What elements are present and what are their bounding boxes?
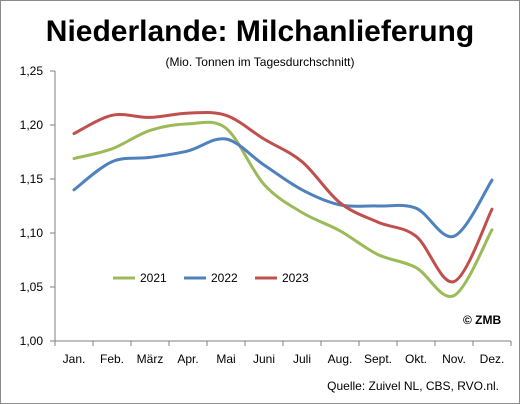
legend-label-2023: 2023	[282, 271, 309, 285]
x-tick-label: Apr.	[177, 352, 198, 366]
x-tick-label: Okt.	[405, 352, 427, 366]
y-tick-label: 1,05	[20, 280, 44, 294]
chart-title: Niederlande: Milchanlieferung	[45, 15, 475, 48]
series-lines	[72, 110, 494, 298]
x-tick-label: März	[137, 352, 164, 366]
series-line-2021	[72, 120, 494, 298]
x-tick-label: Sept.	[364, 352, 392, 366]
x-tick-label: Aug.	[328, 352, 353, 366]
y-tick-label: 1,25	[20, 64, 44, 78]
chart-subtitle: (Mio. Tonnen im Tagesdurchschnitt)	[165, 55, 355, 69]
axes: 1,00 1,05 1,10 1,15 1,20 1,25 Jan. Feb. März Apr.…	[20, 64, 512, 366]
x-tick-label: Juli	[293, 352, 311, 366]
y-tick-label: 1,00	[20, 334, 44, 348]
x-tick-label: Nov.	[442, 352, 466, 366]
x-tick-label: Dez.	[480, 352, 505, 366]
x-tick-label: Juni	[253, 352, 275, 366]
x-tick-label: Jan.	[63, 352, 86, 366]
y-tick-label: 1,20	[20, 118, 44, 132]
source-note: Quelle: Zuivel NL, CBS, RVO.nl.	[327, 379, 499, 393]
series-line-2023	[72, 110, 494, 284]
x-tick-label: Mai	[216, 352, 235, 366]
x-tick-label: Feb.	[100, 352, 124, 366]
copyright-annotation: © ZMB	[463, 313, 502, 327]
y-tick-label: 1,10	[20, 226, 44, 240]
legend: 2021 2022 2023	[113, 271, 309, 285]
legend-label-2021: 2021	[140, 271, 167, 285]
series-line-2022	[72, 137, 494, 239]
legend-label-2022: 2022	[211, 271, 238, 285]
y-tick-label: 1,15	[20, 172, 44, 186]
